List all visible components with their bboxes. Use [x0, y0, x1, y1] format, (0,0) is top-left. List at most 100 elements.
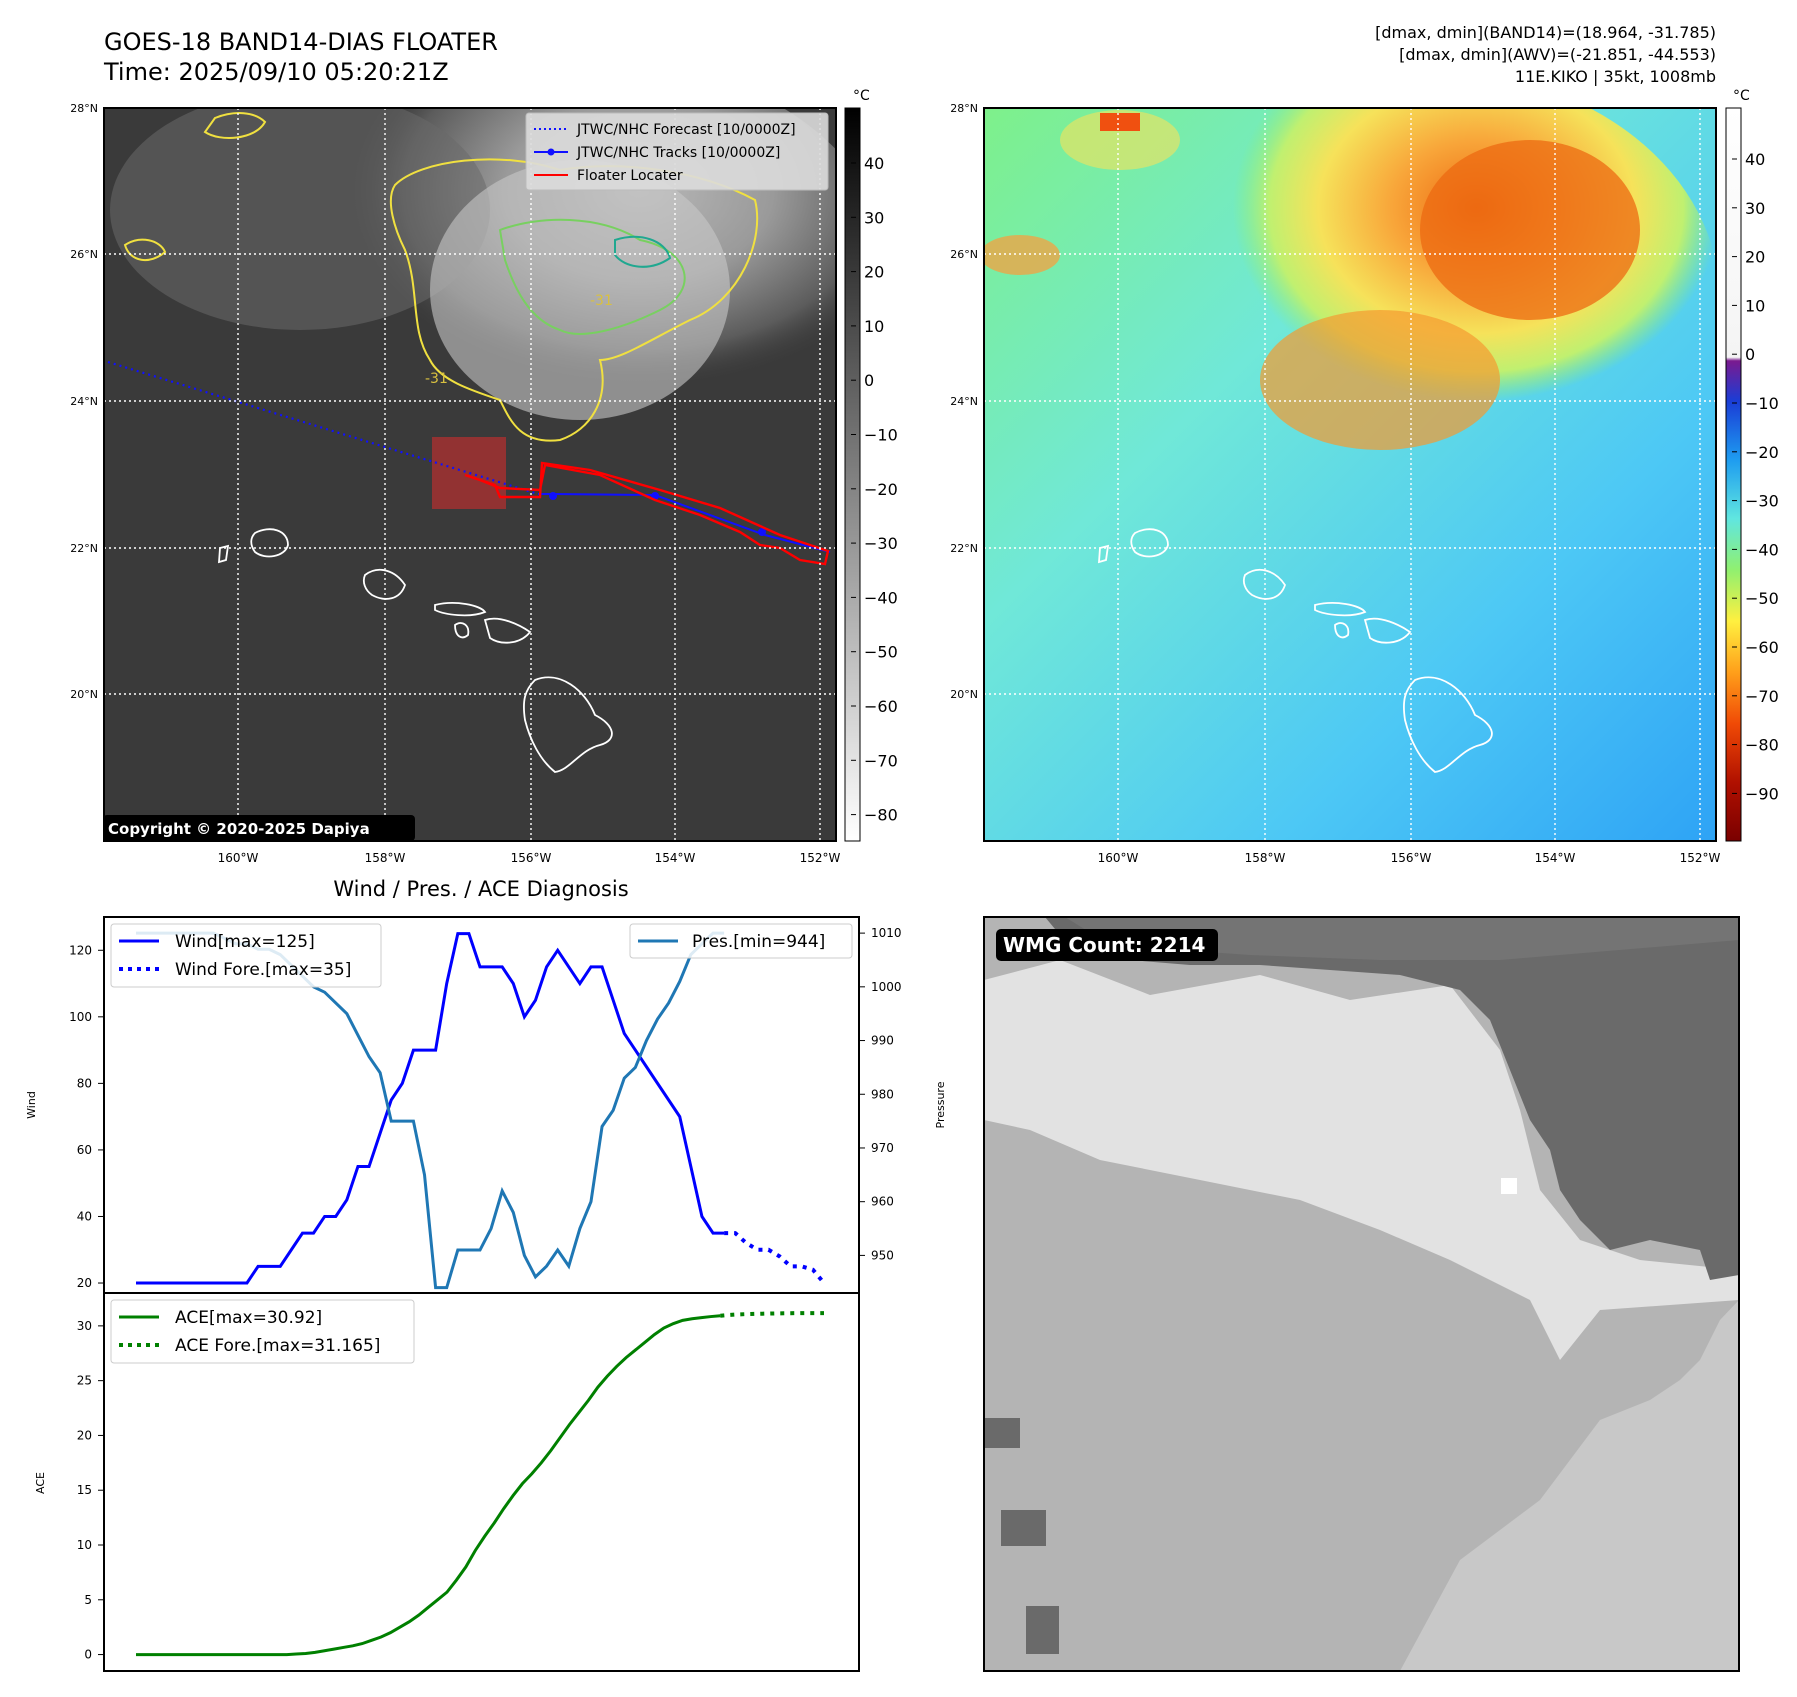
ir-colorbar-tick-label: 0: [864, 371, 874, 390]
lon-160: 160°W: [218, 851, 259, 865]
wv-colorbar-tick-label: 0: [1745, 345, 1755, 364]
lon-154: 154°W: [655, 851, 696, 865]
wv-colorbar-tick-label: −70: [1745, 687, 1779, 706]
pressure-legend-box: [629, 923, 853, 959]
wv-colorbar-tick-label: −20: [1745, 443, 1779, 462]
island-niihau: [1098, 544, 1110, 564]
lon-156: 156°W: [511, 851, 552, 865]
wv-colorbar-tick-label: −80: [1745, 736, 1779, 755]
ir-gridlines: [104, 108, 836, 841]
wv-map-panel: 28°N 26°N 24°N 22°N 20°N 160°W 158°W 156…: [950, 102, 1721, 865]
wind-legend-box: [110, 923, 382, 988]
island-niihau: [218, 544, 230, 564]
lon-158: 158°W: [1245, 851, 1286, 865]
wv-storm-moisture: [1140, 108, 1716, 530]
ir-lon-labels: 160°W 158°W 156°W 154°W 152°W: [218, 851, 841, 865]
pressure-axis-tick-label: 1010: [871, 926, 902, 940]
ir-colorbar-ramp: [844, 107, 861, 842]
ir-colorbar-tick-label: 20: [864, 263, 884, 282]
pressure-axis-tick-label: 960: [871, 1195, 894, 1209]
wind-legend: Wind[max=125] Wind Fore.[max=35]: [110, 923, 382, 988]
wv-islands: [1098, 528, 1493, 773]
ace-legend-box: [110, 1299, 415, 1364]
legend-tracks-marker: [547, 148, 555, 156]
wind-axis-tick-label: 80: [77, 1076, 92, 1090]
legend-tracks: JTWC/NHC Tracks [10/0000Z]: [576, 145, 780, 161]
ir-colorbar-unit: °C: [853, 88, 870, 104]
island-oahu: [362, 568, 406, 600]
island-maui: [483, 617, 532, 644]
lat-22: 22°N: [950, 542, 978, 555]
wmg-top-band: [1065, 917, 1739, 960]
wv-colorbar-ramp: [1725, 107, 1742, 842]
wmg-count: WMG Count: 2214: [1003, 933, 1205, 957]
wv-gridlines: [984, 108, 1716, 841]
island-hawaii: [522, 676, 613, 773]
wv-colorbar: °C 40 30 20 10 0 −10 −20 −30 −40 −50 −60 −70 −80 −90: [1725, 88, 1779, 842]
pressure-axis-tick-label: 1000: [871, 980, 902, 994]
island-lanai: [1334, 622, 1350, 639]
ace-axis-tick-label: 25: [77, 1374, 92, 1388]
lat-20: 20°N: [950, 688, 978, 701]
legend-wind: Wind[max=125]: [175, 932, 315, 952]
ir-colorbar-ticks: 40 30 20 10 0 −10 −20 −30 −40 −50 −60 −70 −80: [851, 154, 898, 825]
island-maui: [1363, 617, 1412, 644]
ir-lat-labels: 28°N 26°N 24°N 22°N 20°N: [70, 102, 98, 701]
ace-axis-ticks: 0 5 10 15 20 25 30: [77, 1319, 104, 1662]
contour-label-1: -31: [425, 371, 448, 387]
wv-colorbar-tick-label: −60: [1745, 638, 1779, 657]
wind-axis-label: Wind: [25, 1091, 38, 1119]
wv-storm-core: [1420, 140, 1640, 320]
island-lanai: [454, 622, 470, 639]
lon-160: 160°W: [1098, 851, 1139, 865]
band14-range: [dmax, dmin](BAND14)=(18.964, -31.785): [1375, 23, 1716, 42]
wv-colorbar-tick-label: 30: [1745, 199, 1765, 218]
wv-colorbar-ticks: 40 30 20 10 0 −10 −20 −30 −40 −50 −60 −70 −80 −90: [1732, 150, 1779, 803]
figure-time: Time: 2025/09/10 05:20:21Z: [103, 58, 449, 86]
lat-24: 24°N: [70, 395, 98, 408]
wmg-frame: [983, 916, 1740, 1672]
island-molokai: [1314, 602, 1367, 617]
pressure-axis-label: Pressure: [934, 1081, 947, 1128]
wv-storm-south: [1260, 310, 1500, 450]
ir-legend-box: [525, 112, 829, 191]
wmg-count-box: [996, 929, 1218, 961]
wmg-light-region: [984, 960, 1739, 1360]
track-point-1: [549, 492, 557, 500]
lat-20: 20°N: [70, 688, 98, 701]
wv-colorbar-tick-label: 10: [1745, 296, 1765, 315]
pressure-legend: Pres.[min=944]: [629, 923, 853, 959]
wv-moisture-nw: [1060, 110, 1180, 170]
ir-colorbar-tick-label: 40: [864, 154, 884, 173]
wv-colorbar-tick-label: −50: [1745, 589, 1779, 608]
wv-colorbar-unit: °C: [1733, 88, 1750, 104]
lat-26: 26°N: [70, 248, 98, 261]
wmg-dark-region: [1045, 917, 1739, 1280]
island-oahu: [1242, 568, 1286, 600]
ace-legend: ACE[max=30.92] ACE Fore.[max=31.165]: [110, 1299, 415, 1364]
wind-axis-tick-label: 40: [77, 1209, 92, 1223]
ir-colorbar-tick-label: −10: [864, 426, 898, 445]
wmg-dark-block-1: [1001, 1510, 1046, 1546]
wind-axis-tick-label: 120: [69, 943, 92, 957]
wv-colorbar-tick-label: 40: [1745, 150, 1765, 169]
legend-ace-forecast: ACE Fore.[max=31.165]: [175, 1336, 380, 1356]
ir-colorbar: °C 40 30 20 10 0 −10 −20 −30 −40 −50 −60 −70 −80: [844, 88, 898, 842]
contour-yellow-w: [123, 238, 167, 261]
lat-22: 22°N: [70, 542, 98, 555]
island-hawaii: [1402, 676, 1493, 773]
lat-28: 28°N: [950, 102, 978, 115]
wv-lat-labels: 28°N 26°N 24°N 22°N 20°N: [950, 102, 978, 701]
lat-28: 28°N: [70, 102, 98, 115]
legend-pressure: Pres.[min=944]: [692, 932, 825, 952]
pressure-axis-tick-label: 950: [871, 1248, 894, 1262]
island-kauai: [1130, 528, 1169, 558]
wv-moisture-spot: [1100, 113, 1140, 131]
figure-title: GOES-18 BAND14-DIAS FLOATER: [104, 28, 498, 56]
contour-green-storm: [498, 218, 686, 335]
lat-24: 24°N: [950, 395, 978, 408]
ir-islands: [218, 528, 613, 773]
wv-lon-labels: 160°W 158°W 156°W 154°W 152°W: [1098, 851, 1721, 865]
ace-axis-tick-label: 5: [84, 1593, 92, 1607]
